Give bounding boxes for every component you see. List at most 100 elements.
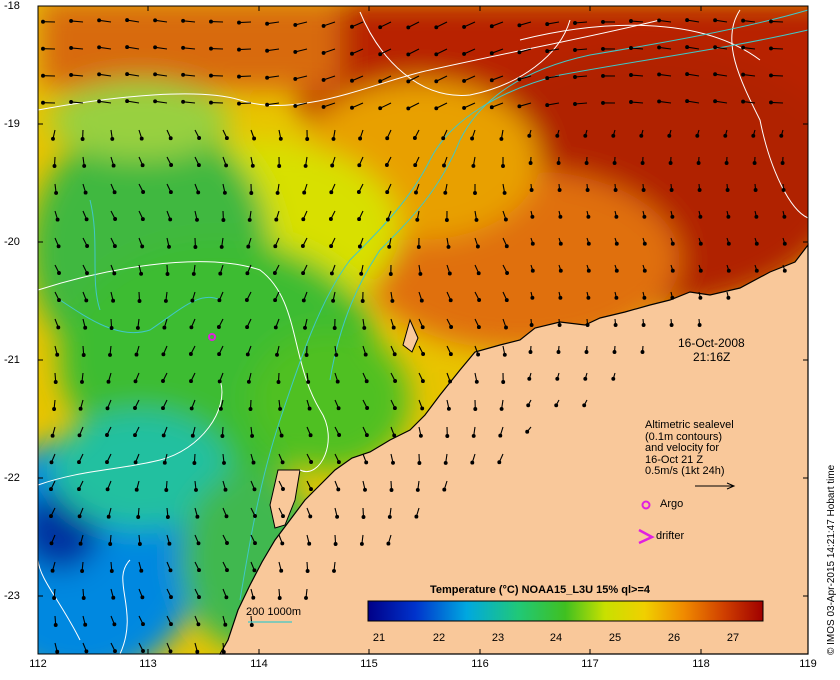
velocity-arrow-head	[669, 323, 674, 327]
velocity-arrow-head	[669, 188, 674, 192]
velocity-arrow-head	[331, 136, 336, 141]
velocity-arrow-head	[165, 272, 170, 276]
velocity-arrow-head	[670, 214, 675, 219]
velocity-arrow	[574, 21, 588, 24]
y-tick-label: -21	[4, 354, 20, 366]
velocity-arrow-head	[140, 163, 145, 168]
velocity-arrow-head	[280, 541, 285, 546]
velocity-arrow-head	[136, 515, 141, 519]
velocity-arrow-head	[475, 244, 480, 249]
velocity-arrow-head	[517, 50, 522, 55]
velocity-arrow-head	[52, 407, 57, 411]
velocity-arrow-head	[406, 52, 411, 57]
velocity-arrow-head	[309, 460, 314, 464]
velocity-arrow-head	[657, 72, 662, 77]
velocity-arrow-head	[582, 403, 587, 408]
velocity-arrow-head	[161, 352, 166, 357]
velocity-arrow-head	[713, 45, 718, 50]
velocity-arrow	[659, 100, 672, 104]
velocity-arrow-head	[557, 323, 562, 327]
velocity-arrow-head	[335, 514, 340, 519]
velocity-arrow	[295, 75, 308, 80]
velocity-arrow-head	[133, 433, 137, 438]
velocity-arrow	[71, 20, 84, 23]
velocity-arrow-head	[530, 241, 535, 246]
velocity-arrow	[547, 48, 560, 52]
velocity-arrow-head	[273, 244, 278, 249]
velocity-arrow-head	[163, 298, 168, 303]
velocity-arrow-head	[356, 190, 361, 194]
map-date: 16-Oct-2008	[678, 336, 745, 350]
velocity-arrow-head	[476, 352, 481, 357]
velocity-arrow-head	[49, 514, 53, 519]
velocity-arrow-head	[69, 45, 74, 50]
velocity-arrow-head	[251, 460, 256, 465]
velocity-arrow-head	[105, 487, 110, 492]
velocity-arrow-head	[181, 99, 186, 104]
velocity-arrow	[323, 21, 336, 27]
velocity-arrow	[547, 75, 560, 79]
velocity-arrow-head	[49, 460, 54, 465]
velocity-arrow-head	[415, 217, 420, 222]
velocity-arrow-head	[769, 100, 773, 105]
velocity-arrow-head	[392, 352, 397, 357]
velocity-arrow-head	[80, 569, 85, 573]
velocity-arrow	[127, 73, 140, 77]
velocity-arrow-head	[246, 244, 251, 249]
velocity-arrow-head	[224, 136, 229, 141]
velocity-arrow-head	[162, 460, 167, 465]
velocity-arrow-head	[53, 623, 58, 627]
velocity-arrow-head	[113, 217, 118, 221]
velocity-arrow-head	[197, 595, 201, 600]
velocity-arrow-head	[556, 350, 561, 354]
velocity-arrow-head	[278, 136, 283, 141]
colorbar-tick-label: 27	[726, 632, 740, 644]
velocity-arrow-head	[237, 20, 241, 25]
velocity-arrow-head	[629, 100, 633, 104]
velocity-arrow-head	[586, 295, 591, 300]
velocity-arrow-head	[741, 18, 746, 23]
velocity-arrow-head	[277, 596, 282, 600]
velocity-arrow-head	[190, 433, 195, 438]
velocity-arrow-head	[222, 190, 227, 195]
velocity-arrow-head	[502, 190, 507, 195]
velocity-arrow-head	[109, 326, 114, 330]
velocity-arrow-head	[723, 133, 728, 138]
velocity-arrow-head	[476, 325, 481, 330]
y-tick-label: -22	[4, 472, 20, 484]
velocity-arrow-head	[252, 136, 257, 141]
velocity-arrow-head	[357, 163, 362, 168]
velocity-arrow-head	[111, 595, 116, 600]
velocity-arrow-head	[364, 433, 369, 438]
velocity-arrow-head	[527, 133, 532, 138]
velocity-arrow-head	[106, 379, 111, 384]
velocity-arrow-head	[321, 104, 326, 109]
velocity-arrow	[491, 75, 504, 81]
velocity-arrow	[408, 21, 420, 28]
velocity-arrow-head	[301, 271, 306, 276]
velocity-arrow	[547, 102, 560, 106]
velocity-arrow-head	[613, 323, 618, 327]
argo-float-marker	[208, 333, 216, 341]
velocity-arrow-head	[245, 325, 250, 330]
velocity-arrow-head	[221, 218, 226, 222]
velocity-arrow-head	[696, 161, 701, 165]
velocity-arrow-head	[726, 295, 731, 300]
velocity-arrow-head	[444, 218, 449, 222]
velocity-arrow-head	[441, 136, 446, 141]
velocity-arrow-head	[713, 72, 718, 77]
velocity-arrow-head	[414, 190, 418, 195]
velocity-arrow	[408, 75, 420, 82]
velocity-arrow-head	[741, 45, 746, 50]
velocity-arrow-head	[308, 433, 313, 438]
velocity-arrow-head	[69, 72, 74, 77]
velocity-arrow-head	[726, 241, 731, 246]
velocity-arrow-head	[499, 136, 504, 141]
velocity-arrow-head	[168, 190, 173, 195]
velocity-arrow-head	[498, 433, 503, 438]
velocity-arrow-head	[110, 136, 115, 141]
velocity-arrow-head	[502, 352, 507, 357]
velocity-arrow-head	[334, 352, 339, 357]
velocity-arrow	[463, 21, 476, 28]
velocity-arrow-head	[135, 325, 140, 330]
